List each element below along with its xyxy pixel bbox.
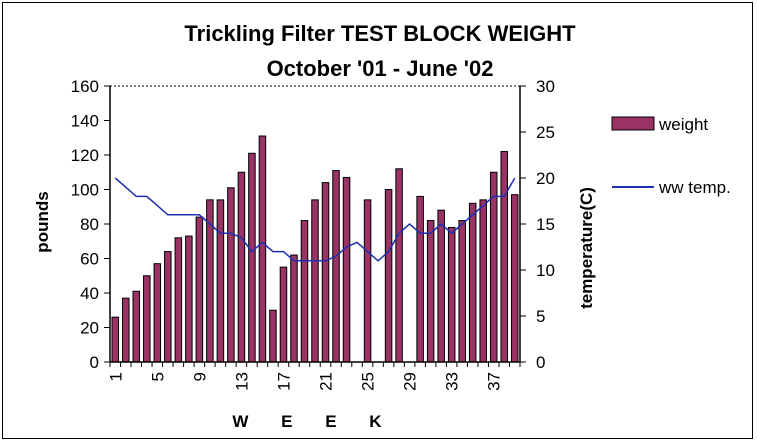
bar-week-35 bbox=[468, 202, 477, 363]
y-tick-label: 140 bbox=[71, 112, 99, 131]
bar-week-13 bbox=[237, 171, 246, 363]
y-tick-label: 80 bbox=[80, 215, 99, 234]
bar-week-27 bbox=[384, 189, 393, 363]
y-tick-label: 120 bbox=[71, 146, 99, 165]
y2-tick-label: 0 bbox=[536, 353, 545, 372]
bar-week-3 bbox=[132, 290, 141, 363]
bar-week-16 bbox=[269, 309, 277, 363]
bar-week-28 bbox=[395, 168, 403, 363]
x-axis-label: W E E K bbox=[232, 412, 395, 431]
y-axis-label: pounds bbox=[33, 191, 52, 252]
bar-week-6 bbox=[164, 251, 172, 363]
x-tick-label: 5 bbox=[148, 372, 167, 381]
y2-tick-label: 10 bbox=[536, 261, 555, 280]
x-tick-label: 21 bbox=[317, 372, 336, 391]
bar-week-21 bbox=[321, 182, 330, 363]
bar-week-14 bbox=[248, 152, 256, 363]
y-tick-label: 60 bbox=[80, 250, 99, 269]
bar-week-37 bbox=[489, 171, 498, 363]
bar-week-12 bbox=[227, 187, 235, 363]
bar-week-7 bbox=[174, 237, 183, 363]
bar-week-20 bbox=[311, 199, 319, 363]
legend-weight-label: weight bbox=[658, 115, 708, 134]
y-tick-label: 160 bbox=[71, 77, 99, 96]
bar-week-19 bbox=[300, 220, 309, 363]
x-tick-label: 29 bbox=[401, 372, 420, 391]
bar-week-9 bbox=[195, 216, 204, 363]
bar-week-33 bbox=[447, 226, 456, 363]
y2-tick-label: 5 bbox=[536, 307, 545, 326]
x-tick-label: 33 bbox=[443, 372, 462, 391]
legend-weight-swatch bbox=[611, 116, 655, 131]
bar-week-31 bbox=[426, 220, 435, 363]
line-ww-temp bbox=[114, 177, 516, 262]
bar-week-8 bbox=[185, 235, 193, 363]
legend: weight ww temp. bbox=[611, 115, 731, 197]
y2-axis-label: temperature(C) bbox=[577, 187, 596, 309]
bar-week-15 bbox=[258, 135, 267, 363]
y-tick-label: 100 bbox=[71, 181, 99, 200]
y2-tick-label: 30 bbox=[536, 77, 555, 96]
bar-week-11 bbox=[216, 199, 225, 363]
bar-week-30 bbox=[416, 195, 424, 363]
chart-frame bbox=[2, 2, 753, 439]
x-tick-label: 17 bbox=[274, 372, 293, 391]
bar-week-5 bbox=[153, 263, 162, 363]
x-tick-label: 13 bbox=[232, 372, 251, 391]
bar-week-2 bbox=[122, 297, 130, 363]
x-tick-label: 9 bbox=[190, 372, 209, 381]
bar-week-23 bbox=[342, 176, 351, 363]
y-tick-label: 20 bbox=[80, 319, 99, 338]
y2-tick-label: 25 bbox=[536, 123, 555, 142]
bar-week-25 bbox=[363, 199, 372, 363]
chart-subtitle: October '01 - June '02 bbox=[267, 56, 494, 81]
chart-title: Trickling Filter TEST BLOCK WEIGHT bbox=[184, 21, 576, 46]
bar-week-17 bbox=[279, 266, 288, 363]
bar-week-36 bbox=[479, 199, 487, 363]
y2-tick-label: 20 bbox=[536, 169, 555, 188]
x-tick-label: 37 bbox=[485, 372, 504, 391]
bar-week-1 bbox=[111, 316, 120, 363]
y-tick-label: 0 bbox=[90, 353, 99, 372]
y-tick-label: 40 bbox=[80, 284, 99, 303]
bar-week-39 bbox=[510, 194, 519, 363]
bar-week-38 bbox=[500, 151, 508, 363]
bar-week-32 bbox=[437, 209, 445, 363]
legend-temp-label: ww temp. bbox=[658, 178, 731, 197]
bar-week-4 bbox=[143, 275, 151, 363]
bar-week-22 bbox=[332, 170, 340, 363]
bar-week-34 bbox=[458, 220, 466, 363]
bar-week-18 bbox=[290, 254, 298, 363]
y2-tick-label: 15 bbox=[536, 215, 555, 234]
x-tick-label: 1 bbox=[106, 372, 125, 381]
x-tick-label: 25 bbox=[359, 372, 378, 391]
